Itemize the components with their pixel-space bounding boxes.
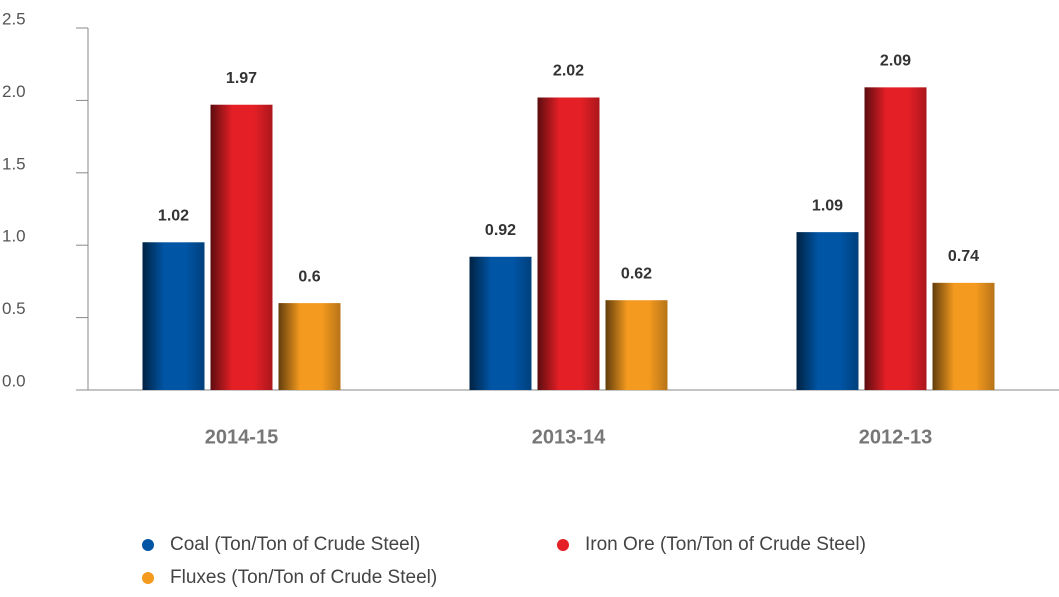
bar-shade (469, 256, 532, 390)
bar-shade (605, 300, 668, 390)
legend-label: Coal (Ton/Ton of Crude Steel) (170, 534, 420, 555)
y-tick-label: 2.0 (2, 82, 26, 101)
data-label: 1.09 (812, 197, 843, 214)
y-tick-label: 0.5 (2, 299, 26, 318)
data-label: 0.74 (948, 248, 979, 265)
data-label: 1.02 (158, 208, 189, 225)
legend-marker (142, 539, 154, 551)
legend-marker (142, 572, 154, 584)
bar-shade (537, 97, 600, 390)
bar-shade (210, 104, 273, 390)
data-label: 0.92 (485, 222, 516, 239)
bar-shade (864, 87, 927, 391)
data-label: 0.6 (298, 268, 320, 285)
bar-shade (796, 232, 859, 390)
data-label: 1.97 (226, 70, 257, 87)
bar-shade (932, 282, 995, 390)
legend-label: Iron Ore (Ton/Ton of Crude Steel) (585, 534, 866, 555)
x-tick-label: 2012-13 (859, 426, 932, 448)
legend-marker (557, 539, 569, 551)
y-tick-label: 0.0 (2, 371, 26, 390)
y-tick-label: 1.0 (2, 227, 26, 246)
y-tick-label: 1.5 (2, 154, 26, 173)
x-tick-label: 2014-15 (205, 426, 278, 448)
bar-shade (278, 303, 341, 390)
data-label: 2.02 (553, 63, 584, 80)
x-tick-label: 2013-14 (532, 426, 606, 448)
data-label: 2.09 (880, 53, 911, 70)
data-label: 0.62 (621, 265, 652, 282)
bar-shade (142, 242, 205, 390)
legend-label: Fluxes (Ton/Ton of Crude Steel) (170, 567, 437, 588)
y-tick-label: 2.5 (2, 9, 26, 28)
